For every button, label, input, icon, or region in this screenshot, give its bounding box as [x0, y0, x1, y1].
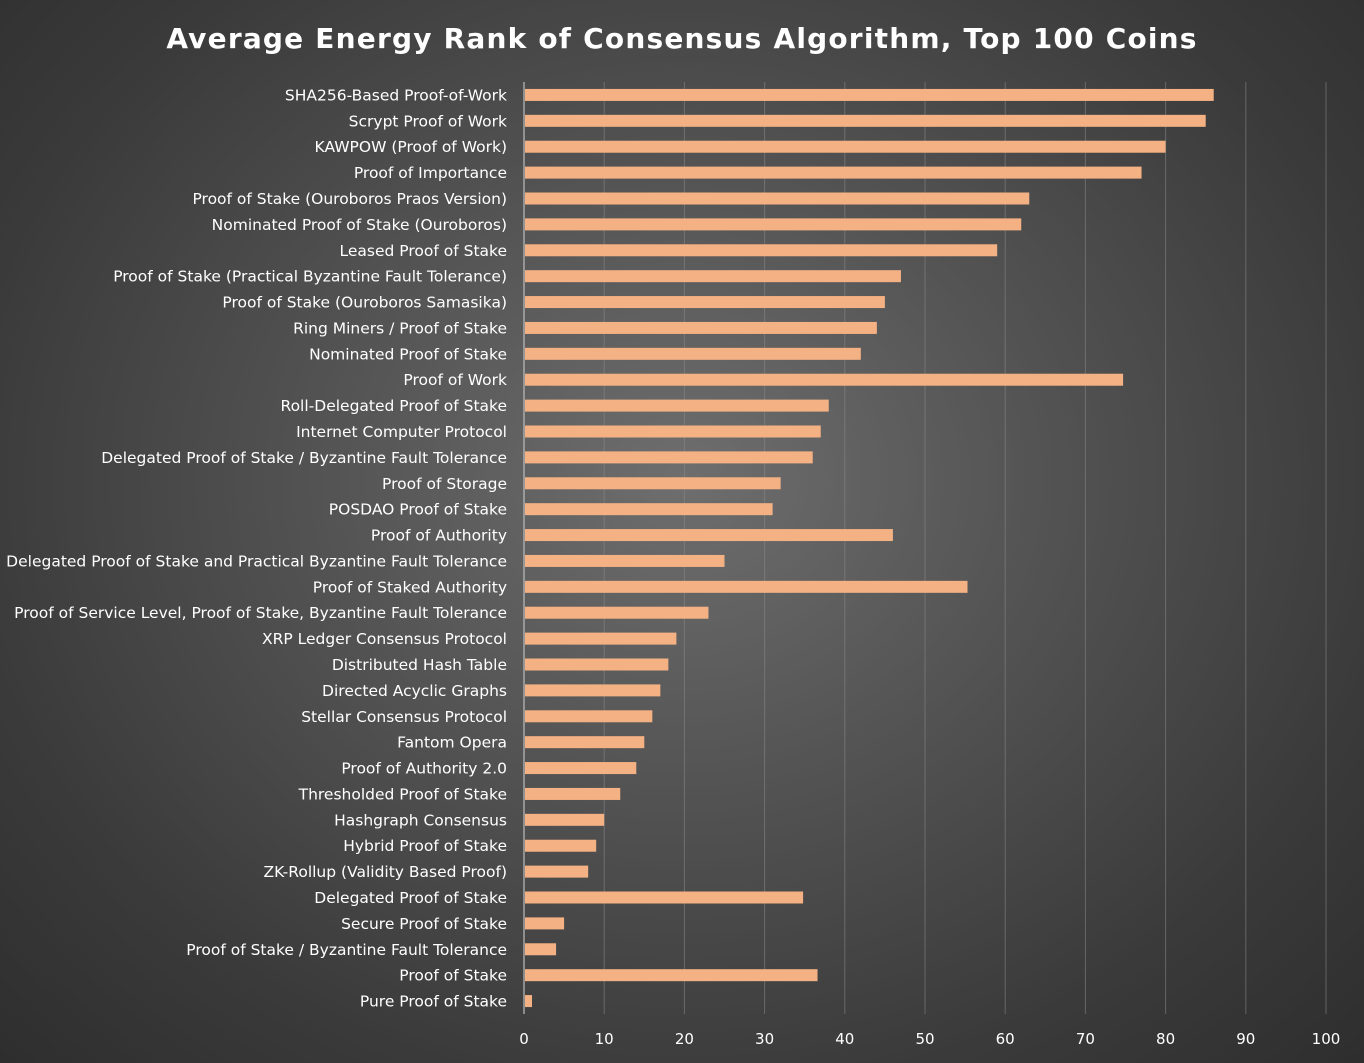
bar: [525, 736, 645, 749]
bar: [525, 813, 605, 826]
bar: [525, 917, 565, 930]
bar: [525, 425, 821, 438]
bar: [525, 684, 661, 697]
x-tick-label: 30: [755, 1030, 774, 1048]
bar: [525, 88, 1214, 101]
bar: [525, 554, 725, 567]
category-label: Proof of Importance: [354, 164, 507, 182]
bar: [525, 347, 861, 360]
category-label: ZK-Rollup (Validity Based Proof): [264, 863, 507, 881]
bar: [525, 270, 901, 283]
category-label: Proof of Stake / Byzantine Fault Toleran…: [186, 941, 507, 959]
bar: [525, 373, 1124, 386]
bar: [525, 399, 829, 412]
bar: [525, 321, 877, 334]
category-label: Pure Proof of Stake: [360, 993, 507, 1011]
category-label: Thresholded Proof of Stake: [298, 785, 507, 803]
category-label: Proof of Authority 2.0: [341, 760, 507, 778]
x-tick-label: 20: [675, 1030, 694, 1048]
category-label: XRP Ledger Consensus Protocol: [262, 630, 507, 648]
category-label: Proof of Stake (Practical Byzantine Faul…: [113, 268, 507, 286]
category-labels: SHA256-Based Proof-of-Work Scrypt Proof o…: [6, 86, 507, 1010]
bar: [525, 140, 1166, 153]
category-label: Proof of Stake: [399, 967, 507, 985]
x-tick-label: 60: [996, 1030, 1015, 1048]
bar: [525, 580, 968, 593]
x-tick-label: 80: [1156, 1030, 1175, 1048]
bar: [525, 218, 1022, 231]
bar: [525, 166, 1142, 179]
bar: [525, 244, 998, 257]
x-tick-label: 10: [595, 1030, 614, 1048]
bar: [525, 710, 653, 723]
gridlines: [523, 82, 1327, 1014]
bar: [525, 632, 677, 645]
x-tick-label: 0: [519, 1030, 529, 1048]
x-tick-label: 100: [1312, 1030, 1341, 1048]
category-label: Delegated Proof of Stake: [314, 889, 507, 907]
bar: [525, 296, 885, 309]
chart-title: Average Energy Rank of Consensus Algorit…: [166, 22, 1197, 55]
category-label: Ring Miners / Proof of Stake: [293, 319, 507, 337]
bar: [525, 762, 637, 775]
bar: [525, 891, 804, 904]
bar: [525, 606, 709, 619]
category-label: Proof of Service Level, Proof of Stake, …: [14, 604, 507, 622]
bars: [525, 88, 1214, 1008]
bar: [525, 529, 893, 542]
category-label: Stellar Consensus Protocol: [301, 708, 507, 726]
category-label: POSDAO Proof of Stake: [329, 501, 507, 519]
bar: [525, 865, 589, 878]
bar: [525, 969, 818, 982]
category-label: Proof of Storage: [382, 475, 507, 493]
category-label: Nominated Proof of Stake (Ouroboros): [212, 216, 507, 234]
bar: [525, 658, 669, 671]
category-label: Roll-Delegated Proof of Stake: [281, 397, 508, 415]
category-label: Secure Proof of Stake: [341, 915, 507, 933]
category-label: Proof of Stake (Ouroboros Praos Version): [192, 190, 507, 208]
x-tick-label: 50: [915, 1030, 934, 1048]
category-label: Nominated Proof of Stake: [309, 345, 507, 363]
category-label: Delegated Proof of Stake and Practical B…: [6, 552, 507, 570]
category-label: SHA256-Based Proof-of-Work: [285, 86, 507, 104]
bar: [525, 787, 621, 800]
bar: [525, 839, 597, 852]
bar: [525, 943, 557, 956]
category-label: Hashgraph Consensus: [334, 811, 507, 829]
category-label: Hybrid Proof of Stake: [343, 837, 507, 855]
x-tick-label: 40: [835, 1030, 854, 1048]
category-label: Directed Acyclic Graphs: [322, 682, 507, 700]
category-label: Delegated Proof of Stake / Byzantine Fau…: [101, 449, 507, 467]
category-label: Proof of Authority: [371, 527, 507, 545]
category-label: Scrypt Proof of Work: [349, 112, 507, 130]
x-tick-label: 90: [1236, 1030, 1255, 1048]
bar: [525, 451, 813, 464]
x-axis-ticks: 0 10 20 30 40 50 60 70 80 90 100: [519, 1030, 1340, 1048]
bar: [525, 995, 533, 1008]
bar: [525, 114, 1206, 127]
bar: [525, 477, 781, 490]
bar: [525, 192, 1030, 205]
category-label: Proof of Staked Authority: [313, 578, 507, 596]
category-label: KAWPOW (Proof of Work): [315, 138, 507, 156]
category-label: Fantom Opera: [397, 734, 507, 752]
bar: [525, 503, 773, 516]
category-label: Proof of Stake (Ouroboros Samasika): [222, 294, 507, 312]
category-label: Internet Computer Protocol: [296, 423, 507, 441]
category-label: Proof of Work: [403, 371, 507, 389]
category-label: Distributed Hash Table: [332, 656, 507, 674]
category-label: Leased Proof of Stake: [340, 242, 507, 260]
x-tick-label: 70: [1076, 1030, 1095, 1048]
